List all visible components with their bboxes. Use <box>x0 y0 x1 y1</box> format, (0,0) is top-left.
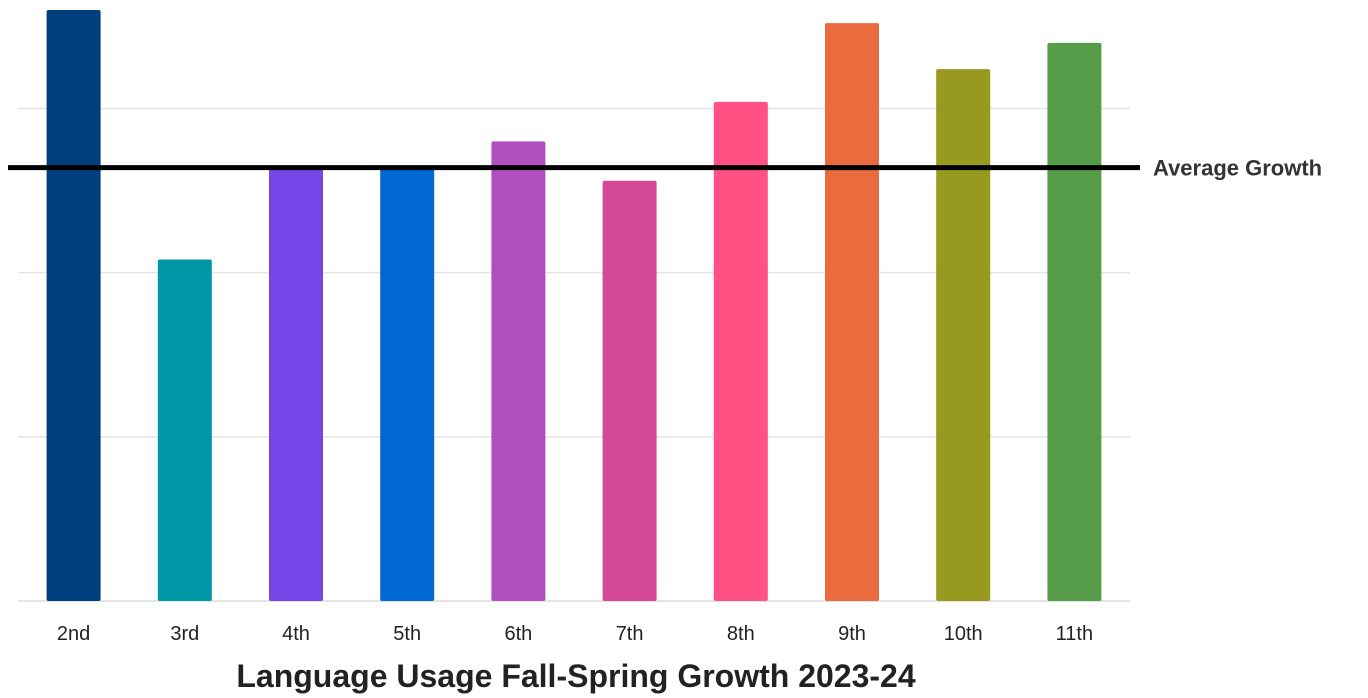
x-tick-label: 6th <box>504 623 532 645</box>
x-tick-label: 4th <box>282 623 310 645</box>
reference-line-group: Average Growth <box>8 156 1322 181</box>
bar-7th[interactable] <box>602 180 657 601</box>
bar-11th[interactable] <box>1047 42 1102 602</box>
bar-5th[interactable] <box>380 167 435 601</box>
x-tick-label: 7th <box>616 623 644 645</box>
bar-4th[interactable] <box>269 167 323 601</box>
chart-title: Language Usage Fall-Spring Growth 2023-2… <box>236 658 915 694</box>
bars <box>46 10 1102 602</box>
x-tick-label: 3rd <box>170 623 199 645</box>
bar-8th[interactable] <box>713 101 768 601</box>
x-tick-label: 10th <box>944 623 983 645</box>
bar-3rd[interactable] <box>157 259 212 601</box>
x-tick-labels: 2nd 3rd 4th 5th 6th 7th 8th 9th 10th 11th <box>57 623 1093 645</box>
bar-2nd[interactable] <box>46 10 101 601</box>
x-tick-label: 2nd <box>57 623 90 645</box>
x-tick-label: 8th <box>727 623 755 645</box>
average-growth-label: Average Growth <box>1153 156 1322 181</box>
x-tick-label: 11th <box>1056 623 1093 645</box>
bar-9th[interactable] <box>825 23 879 601</box>
bar-10th[interactable] <box>936 69 991 602</box>
x-tick-label: 5th <box>393 623 421 645</box>
x-tick-label: 9th <box>838 623 866 645</box>
bar-6th[interactable] <box>491 141 546 602</box>
